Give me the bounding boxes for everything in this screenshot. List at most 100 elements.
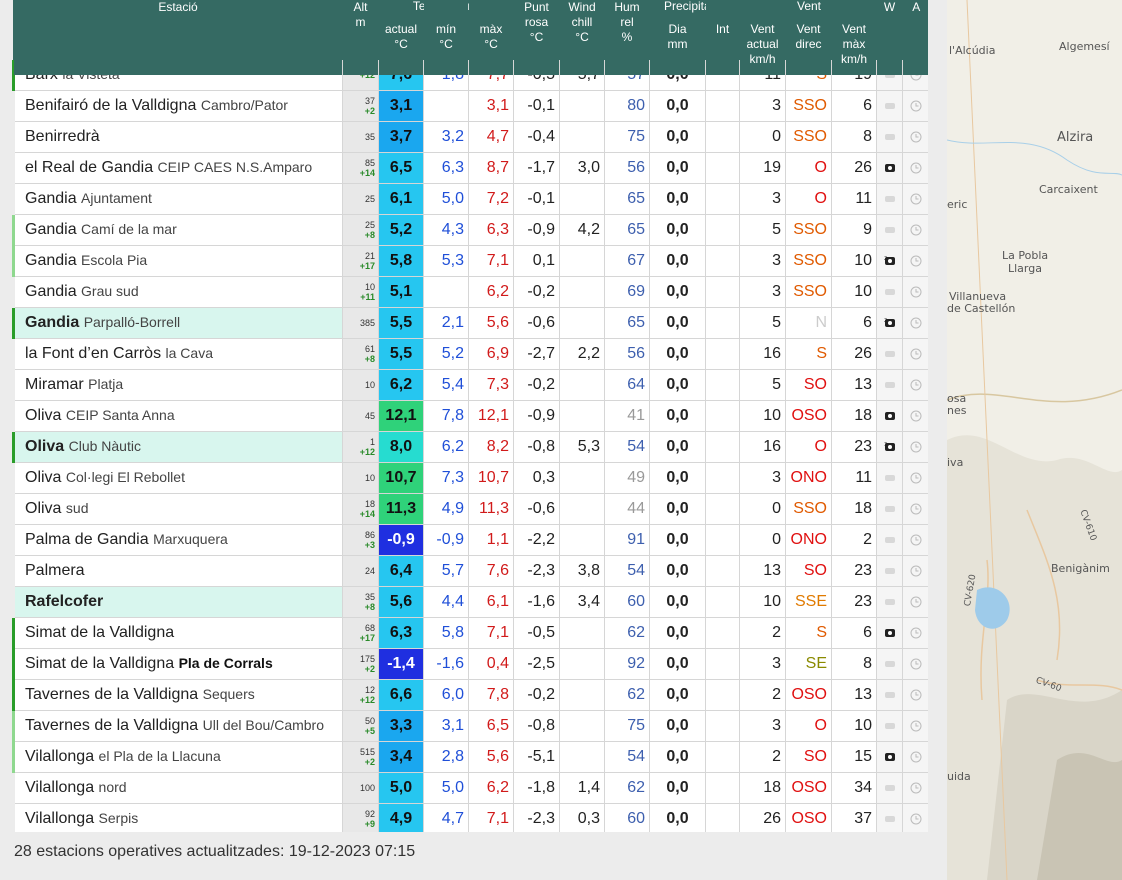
station-name[interactable]: Gandia <box>25 252 77 269</box>
table-row[interactable]: Simat de la Valldigna Pla de Corrals 175 +… <box>12 648 928 680</box>
clock-icon[interactable] <box>910 128 922 145</box>
webcam-cell[interactable] <box>876 183 903 215</box>
table-row[interactable]: el Real de Gandia CEIP CAES N.S.Amparo 85… <box>13 152 928 184</box>
webcam-cell[interactable] <box>876 772 903 804</box>
webcam-inactive-icon[interactable] <box>884 779 896 796</box>
history-cell[interactable] <box>902 307 928 339</box>
station-name[interactable]: Gandia <box>25 283 77 300</box>
history-cell[interactable] <box>902 214 928 246</box>
clock-icon[interactable] <box>910 500 922 517</box>
webcam-inactive-icon[interactable] <box>884 717 896 734</box>
clock-icon[interactable] <box>910 252 922 269</box>
webcam-cell[interactable] <box>876 648 903 680</box>
history-cell[interactable] <box>902 90 928 122</box>
clock-icon[interactable] <box>910 624 922 641</box>
history-cell[interactable] <box>902 400 928 432</box>
webcam-inactive-icon[interactable] <box>884 376 896 393</box>
history-cell[interactable] <box>902 524 928 556</box>
table-row[interactable]: Oliva CEIP Santa Anna 45 12,1 7,8 12,1 -0,9 41… <box>13 400 928 432</box>
col-temp-max[interactable]: màx °C <box>468 0 514 75</box>
webcam-icon[interactable]: 3 <box>884 438 896 455</box>
webcam-inactive-icon[interactable] <box>884 810 896 827</box>
col-vent-direc[interactable]: Vent Vent direc <box>785 0 832 75</box>
table-row[interactable]: Palmera 24 6,4 5,7 7,6 -2,3 3,8 54 0,0 13 SO 23 <box>13 555 928 587</box>
station-cell[interactable]: Vilallonga Serpis <box>13 803 343 832</box>
station-name[interactable]: Rafelcofer <box>25 593 104 610</box>
history-cell[interactable] <box>902 772 928 804</box>
table-row[interactable]: Benifairó de la Valldigna Cambro/Pator 37… <box>13 90 928 122</box>
station-cell[interactable]: Rafelcofer <box>13 586 343 618</box>
webcam-cell[interactable] <box>876 555 903 587</box>
clock-icon[interactable] <box>910 717 922 734</box>
webcam-cell[interactable]: 2 <box>876 307 903 339</box>
col-temp-actual[interactable]: Temperaturaactual°C <box>378 0 480 75</box>
clock-icon[interactable] <box>910 221 922 238</box>
history-cell[interactable] <box>902 803 928 832</box>
webcam-cell[interactable]: 3 <box>876 431 903 463</box>
station-cell[interactable]: Gandia Parpalló-Borrell <box>12 307 343 339</box>
history-cell[interactable] <box>902 648 928 680</box>
station-name[interactable]: Palmera <box>25 562 85 579</box>
station-cell[interactable]: Oliva Club Nàutic <box>12 431 343 463</box>
webcam-cell[interactable] <box>876 90 903 122</box>
table-row[interactable]: Gandia Parpalló-Borrell 385 5,5 2,1 5,6 -0,6 6… <box>12 307 928 339</box>
col-wind-chill[interactable]: Wind chill °C <box>559 0 605 75</box>
station-cell[interactable]: Benirredrà <box>13 121 343 153</box>
station-name[interactable]: Oliva <box>25 500 62 517</box>
history-cell[interactable] <box>902 679 928 711</box>
table-row[interactable]: la Font d’en Carròs la Cava 61 +8 5,5 5,2 6,9… <box>13 338 928 370</box>
history-cell[interactable] <box>902 369 928 401</box>
map-panel[interactable]: l'Alcúdia Algemesí Alzira Carcaixent eri… <box>947 0 1122 880</box>
station-name[interactable]: Miramar <box>25 376 84 393</box>
clock-icon[interactable] <box>910 469 922 486</box>
webcam-cell[interactable] <box>876 710 903 742</box>
col-estacio[interactable]: Estació <box>13 0 343 75</box>
col-prec-dia[interactable]: Precipitació Dia mm <box>649 0 726 75</box>
clock-icon[interactable] <box>910 593 922 610</box>
webcam-cell[interactable] <box>876 493 903 525</box>
webcam-cell[interactable] <box>876 524 903 556</box>
station-cell[interactable]: Oliva sud <box>13 493 343 525</box>
webcam-inactive-icon[interactable] <box>884 283 896 300</box>
station-cell[interactable]: Oliva Col·legi El Rebollet <box>13 462 343 494</box>
station-name[interactable]: Tavernes de la Valldigna <box>25 717 199 734</box>
history-cell[interactable] <box>902 462 928 494</box>
station-cell[interactable]: Simat de la Valldigna Pla de Corrals <box>12 648 343 680</box>
table-row[interactable]: Simat de la Valldigna 68 +17 6,3 5,8 7,1 -0,5… <box>12 617 928 649</box>
history-cell[interactable] <box>902 493 928 525</box>
history-cell[interactable] <box>902 431 928 463</box>
station-cell[interactable]: Miramar Platja <box>13 369 343 401</box>
table-row[interactable]: Vilallonga Serpis 92 +9 4,9 4,7 7,1 -2,3 0,3 60 0… <box>13 803 928 832</box>
webcam-inactive-icon[interactable] <box>884 469 896 486</box>
col-prec-int[interactable]: Int <box>705 0 740 75</box>
webcam-inactive-icon[interactable] <box>884 686 896 703</box>
station-name[interactable]: Vilallonga <box>25 748 95 765</box>
history-cell[interactable] <box>902 121 928 153</box>
webcam-cell[interactable] <box>876 338 903 370</box>
station-cell[interactable]: Vilallonga el Pla de la Llacuna <box>12 741 343 773</box>
history-cell[interactable] <box>902 338 928 370</box>
history-cell[interactable] <box>902 276 928 308</box>
col-vent-max[interactable]: Vent màx km/h <box>831 0 877 75</box>
station-cell[interactable]: Tavernes de la Valldigna Ull del Bou/Cam… <box>12 710 343 742</box>
station-cell[interactable]: Benifairó de la Valldigna Cambro/Pator <box>13 90 343 122</box>
webcam-icon[interactable] <box>884 624 896 641</box>
webcam-inactive-icon[interactable] <box>884 531 896 548</box>
clock-icon[interactable] <box>910 562 922 579</box>
webcam-cell[interactable] <box>876 462 903 494</box>
webcam-inactive-icon[interactable] <box>884 128 896 145</box>
table-row[interactable]: Gandia Escola Pia 21 +17 5,8 5,3 7,1 0,1 67 0,0 3… <box>12 245 928 277</box>
station-cell[interactable]: Tavernes de la Valldigna Sequers <box>12 679 343 711</box>
clock-icon[interactable] <box>910 438 922 455</box>
history-cell[interactable] <box>902 741 928 773</box>
webcam-cell[interactable] <box>876 400 903 432</box>
webcam-cell[interactable]: 2 <box>876 245 903 277</box>
webcam-cell[interactable] <box>876 586 903 618</box>
clock-icon[interactable] <box>910 655 922 672</box>
clock-icon[interactable] <box>910 531 922 548</box>
station-cell[interactable]: Palmera <box>13 555 343 587</box>
station-name[interactable]: Oliva <box>25 407 62 424</box>
webcam-cell[interactable] <box>876 803 903 832</box>
station-cell[interactable]: Gandia Grau sud <box>13 276 343 308</box>
history-cell[interactable] <box>902 152 928 184</box>
